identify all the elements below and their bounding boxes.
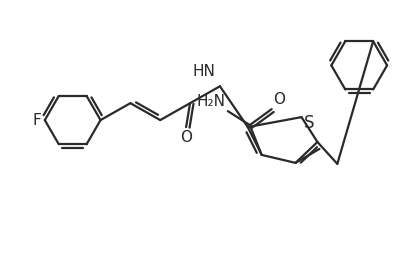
Text: S: S bbox=[304, 114, 314, 132]
Text: HN: HN bbox=[192, 64, 215, 79]
Text: O: O bbox=[180, 130, 192, 145]
Text: H₂N: H₂N bbox=[197, 94, 226, 109]
Text: O: O bbox=[273, 92, 285, 107]
Text: F: F bbox=[32, 112, 41, 128]
